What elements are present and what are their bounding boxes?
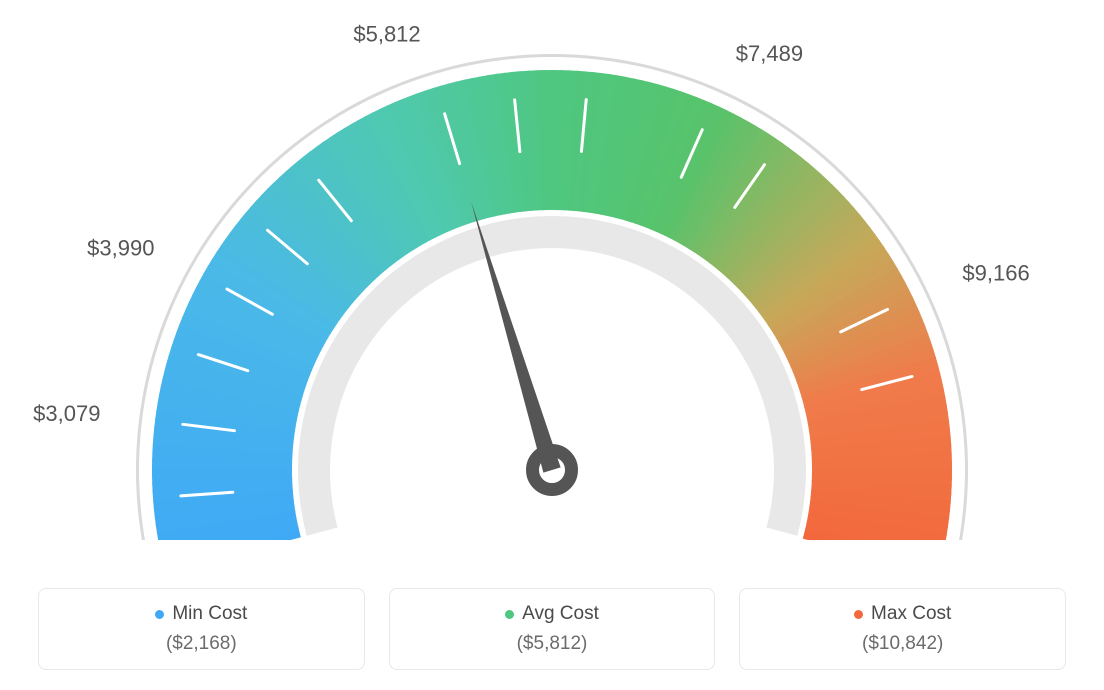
legend-title-min: Min Cost — [155, 603, 247, 625]
legend-value-max: ($10,842) — [750, 633, 1055, 655]
legend-title-max: Max Cost — [854, 603, 951, 625]
legend-row: Min Cost ($2,168) Avg Cost ($5,812) Max … — [38, 588, 1066, 670]
gauge-chart: $2,168$3,079$3,990$5,812$7,489$9,166$10,… — [0, 0, 1104, 540]
legend-dot-max — [854, 610, 863, 619]
gauge-tick-label: $3,990 — [87, 236, 154, 261]
legend-card-avg: Avg Cost ($5,812) — [389, 588, 716, 670]
gauge-tick-label: $9,166 — [962, 261, 1029, 286]
legend-label-avg: Avg Cost — [522, 603, 599, 625]
legend-title-avg: Avg Cost — [505, 603, 599, 625]
gauge-tick-label: $5,812 — [353, 21, 420, 46]
legend-value-min: ($2,168) — [49, 633, 354, 655]
legend-value-avg: ($5,812) — [400, 633, 705, 655]
legend-label-max: Max Cost — [871, 603, 951, 625]
legend-card-min: Min Cost ($2,168) — [38, 588, 365, 670]
legend-dot-min — [155, 610, 164, 619]
legend-label-min: Min Cost — [172, 603, 247, 625]
gauge-tick-label: $7,489 — [736, 41, 803, 66]
cost-gauge-widget: $2,168$3,079$3,990$5,812$7,489$9,166$10,… — [0, 0, 1104, 690]
legend-card-max: Max Cost ($10,842) — [739, 588, 1066, 670]
gauge-tick-label: $3,079 — [33, 401, 100, 426]
legend-dot-avg — [505, 610, 514, 619]
gauge-svg: $2,168$3,079$3,990$5,812$7,489$9,166$10,… — [0, 0, 1104, 540]
